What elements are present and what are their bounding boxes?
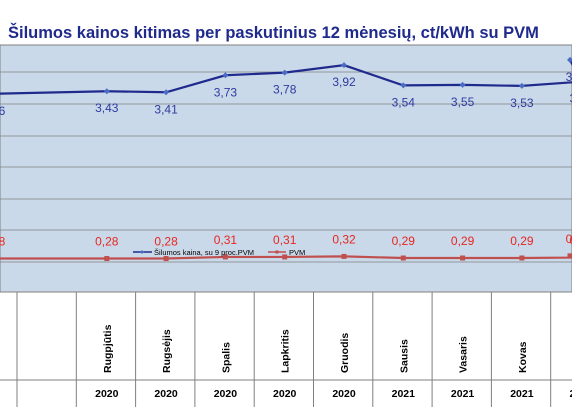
legend-label-vat: PVM	[289, 248, 305, 257]
x-year-label: 2021	[510, 388, 534, 400]
data-point-price	[163, 89, 170, 96]
data-label-vat: 0,31	[273, 233, 297, 247]
data-label-price: 3,41	[154, 102, 178, 116]
legend-marker-price	[140, 250, 144, 254]
data-label-price: 3,55	[451, 95, 475, 109]
x-year-label: 2020	[154, 388, 178, 400]
data-point-price	[281, 69, 288, 76]
x-tick-label: Rugsėjis	[161, 329, 173, 373]
data-point-vat	[519, 255, 525, 261]
data-label-vat: 0	[566, 232, 572, 246]
x-year-label: 2021	[451, 388, 475, 400]
legend-label-price: Šilumos kaina, su 9 proc.PVM	[154, 248, 254, 257]
x-tick-label: Spalis	[220, 342, 232, 373]
data-label-vat: 0,29	[451, 234, 475, 248]
data-point-price	[518, 82, 525, 89]
data-point-vat	[104, 256, 110, 262]
data-label-vat: 8	[0, 235, 6, 249]
x-tick-label: Rugpjūtis	[102, 324, 114, 373]
x-year-label: 2020	[273, 388, 297, 400]
data-point-vat	[460, 255, 466, 261]
data-point-price	[222, 72, 229, 79]
x-tick-label: Sausis	[398, 339, 410, 373]
x-tick-label: Gruodis	[339, 333, 351, 373]
data-label-price: 6	[0, 104, 6, 118]
data-point-price	[103, 88, 110, 95]
data-label-vat: 0,32	[332, 232, 356, 246]
data-point-vat	[341, 253, 347, 259]
data-label-vat: 0,31	[214, 233, 238, 247]
x-tick-label: Kovas	[517, 341, 529, 373]
x-year-label: 2021	[570, 388, 572, 400]
data-point-vat	[222, 254, 228, 260]
data-point-vat	[282, 254, 288, 260]
data-label-vat: 0,29	[510, 234, 534, 248]
x-year-label: 2021	[392, 388, 416, 400]
data-label-price: 3,61	[570, 92, 572, 106]
x-tick-label: Vasaris	[458, 336, 470, 373]
data-label-price: 3,73	[214, 85, 238, 99]
data-point-vat	[400, 255, 406, 261]
data-label-price: 3,92	[332, 75, 356, 89]
data-point-price	[459, 81, 466, 88]
x-tick-label: Lapkritis	[280, 329, 292, 373]
data-label-vat: 0,28	[154, 235, 178, 249]
data-point-price	[567, 56, 572, 63]
data-point-price	[341, 62, 347, 69]
data-label-price: 3,78	[273, 83, 297, 97]
data-label-price: 3	[566, 70, 572, 84]
data-label-vat: 0,28	[95, 235, 119, 249]
data-point-vat	[567, 253, 572, 259]
data-label-price: 3,53	[510, 96, 534, 110]
legend: Šilumos kaina, su 9 proc.PVM PVM	[133, 248, 305, 257]
data-point-vat	[163, 256, 169, 262]
data-label-price: 3,43	[95, 101, 119, 115]
x-year-label: 2020	[214, 388, 238, 400]
legend-marker-vat	[275, 250, 279, 254]
data-label-price: 3,54	[392, 95, 416, 109]
x-year-label: 2020	[332, 388, 356, 400]
data-point-price	[400, 82, 407, 89]
chart-title: Šilumos kainos kitimas per paskutinius 1…	[8, 23, 539, 42]
x-year-label: 2020	[95, 388, 119, 400]
data-label-vat: 0,29	[392, 234, 416, 248]
data-label-vat: 0,30	[570, 233, 572, 247]
